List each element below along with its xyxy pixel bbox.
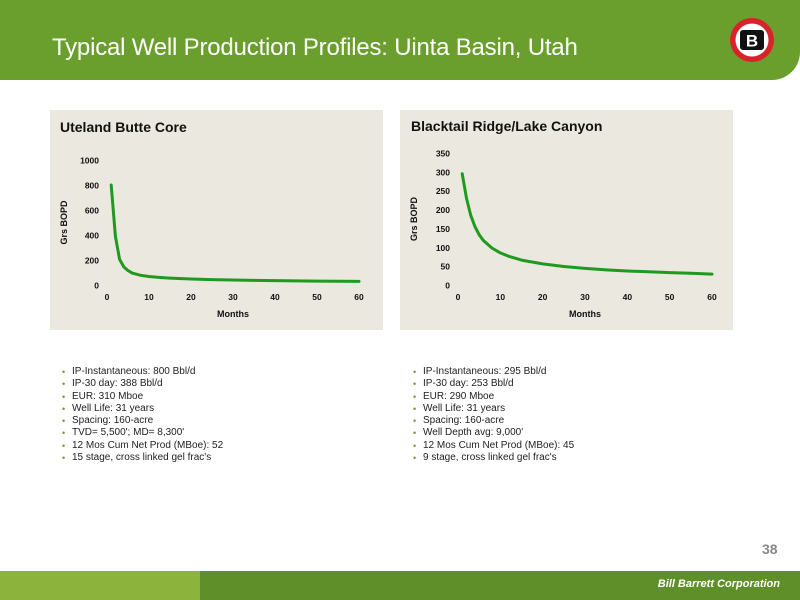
production-curve (460, 172, 714, 276)
chart-title: Blacktail Ridge/Lake Canyon (411, 118, 603, 134)
chart-panel-uteland: Uteland Butte Core 0 200 400 600 800 1000 0 10 2… (50, 110, 383, 330)
x-tick-label: 50 (665, 292, 675, 302)
x-tick-label: 20 (186, 292, 196, 302)
fact-item: Well Life: 31 years (60, 403, 223, 416)
fact-item: TVD= 5,500'; MD= 8,300' (60, 427, 223, 440)
y-tick-label: 200 (85, 256, 99, 266)
page-number: 38 (762, 541, 778, 557)
fact-item: Well Depth avg: 9,000' (411, 427, 574, 440)
fact-item: IP-Instantaneous: 295 Bbl/d (411, 366, 574, 379)
well-facts-uteland: IP-Instantaneous: 800 Bbl/d IP-30 day: 3… (60, 366, 223, 465)
x-axis-label: Months (569, 309, 601, 319)
y-tick-label: 350 (436, 149, 450, 159)
x-tick-label: 10 (496, 292, 506, 302)
y-tick-label: 1000 (80, 156, 99, 166)
footer-bar-right (200, 571, 800, 600)
x-tick-label: 30 (228, 292, 238, 302)
y-tick-label: 0 (94, 281, 99, 291)
x-axis-label: Months (217, 309, 249, 319)
fact-item: 12 Mos Cum Net Prod (MBoe): 52 (60, 440, 223, 453)
logo-letter: B (746, 32, 758, 51)
production-curve (109, 183, 361, 283)
fact-item: IP-30 day: 253 Bbl/d (411, 378, 574, 391)
x-tick-label: 10 (144, 292, 154, 302)
company-logo: B (730, 18, 774, 62)
y-tick-label: 400 (85, 231, 99, 241)
fact-item: 12 Mos Cum Net Prod (MBoe): 45 (411, 440, 574, 453)
y-axis-label: Grs BOPD (59, 200, 69, 245)
fact-item: 15 stage, cross linked gel frac's (60, 452, 223, 465)
x-tick-label: 60 (354, 292, 364, 302)
fact-item: Spacing: 160-acre (60, 415, 223, 428)
chart-blacktail-ridge: 0 50 100 150 200 250 300 350 0 10 20 30 40 50 60 Months… (409, 149, 717, 320)
y-tick-label: 200 (436, 205, 450, 215)
logo-letter-bg (740, 30, 764, 50)
x-tick-label: 0 (456, 292, 461, 302)
y-axis-label: Grs BOPD (409, 196, 419, 241)
fact-item: 9 stage, cross linked gel frac's (411, 452, 574, 465)
x-tick-label: 50 (312, 292, 322, 302)
y-tick-label: 50 (441, 262, 451, 272)
fact-item: IP-Instantaneous: 800 Bbl/d (60, 366, 223, 379)
header-bar: Typical Well Production Profiles: Uinta … (0, 0, 800, 80)
x-tick-label: 60 (707, 292, 717, 302)
footer-brand: Bill Barrett Corporation (657, 578, 780, 590)
y-tick-label: 0 (445, 281, 450, 291)
x-tick-label: 0 (105, 292, 110, 302)
fact-item: Well Life: 31 years (411, 403, 574, 416)
fact-item: Spacing: 160-acre (411, 415, 574, 428)
x-tick-label: 40 (270, 292, 280, 302)
fact-item: EUR: 310 Mboe (60, 391, 223, 404)
y-tick-label: 300 (436, 167, 450, 177)
fact-item: IP-30 day: 388 Bbl/d (60, 378, 223, 391)
well-facts-blacktail: IP-Instantaneous: 295 Bbl/d IP-30 day: 2… (411, 366, 574, 465)
fact-item: EUR: 290 Mboe (411, 391, 574, 404)
y-tick-label: 600 (85, 206, 99, 216)
chart-uteland-butte: 0 200 400 600 800 1000 0 10 20 30 40 50 60 Months Grs … (59, 156, 364, 320)
x-tick-label: 20 (538, 292, 548, 302)
y-tick-label: 100 (436, 243, 450, 253)
x-tick-label: 40 (623, 292, 633, 302)
y-tick-label: 800 (85, 181, 99, 191)
x-tick-label: 30 (580, 292, 590, 302)
y-tick-label: 150 (436, 224, 450, 234)
page-title: Typical Well Production Profiles: Uinta … (52, 34, 578, 61)
chart-panel-blacktail: Blacktail Ridge/Lake Canyon 0 50 100 150 200… (400, 110, 733, 330)
chart-title: Uteland Butte Core (60, 119, 187, 135)
footer-bar-left (0, 571, 200, 600)
y-tick-label: 250 (436, 186, 450, 196)
